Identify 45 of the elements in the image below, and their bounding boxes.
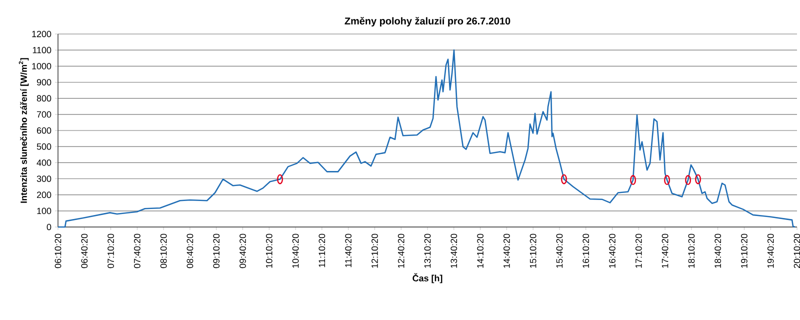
x-tick-label: 10:40:20 <box>292 234 299 268</box>
x-tick-label: 18:40:20 <box>714 234 722 268</box>
y-tick-label: 100 <box>37 208 52 214</box>
x-tick-label: 07:10:20 <box>108 234 114 268</box>
x-tick-label: 12:10:20 <box>372 234 378 268</box>
x-tick-label: 07:40:20 <box>134 234 140 268</box>
y-tick-label: 900 <box>36 79 52 86</box>
x-axis-title: Čas [h] <box>412 273 442 284</box>
y-tick-label: 1200 <box>32 30 52 38</box>
y-axis-title: Intenzita slunečního záření [W/m$^{2}$] <box>18 58 29 203</box>
y-tick-label: 200 <box>36 192 52 198</box>
x-tick-label: 13:40:20 <box>450 234 458 268</box>
x-tick-label: 06:10:20 <box>54 234 62 268</box>
x-tick-label: 13:10:20 <box>424 234 431 268</box>
x-tick-label: 08:10:20 <box>160 234 167 268</box>
x-tick-label: 17:40:20 <box>662 234 668 268</box>
x-tick-label: 09:40:20 <box>240 234 246 268</box>
y-tick-label: 0 <box>46 224 52 230</box>
x-tick-label: 16:10:20 <box>582 234 590 268</box>
y-tick-label: 400 <box>36 159 52 166</box>
y-tick-label: 1000 <box>32 62 52 70</box>
y-tick-label: 700 <box>36 111 52 118</box>
x-tick-label: 15:40:20 <box>556 234 563 268</box>
x-tick-label: 10:10:20 <box>266 234 272 268</box>
x-tick-label: 15:10:20 <box>530 234 536 268</box>
chart-title: Změny polohy žaluzií pro 26.7.2010 <box>344 16 510 26</box>
y-tick-label: 800 <box>36 95 52 102</box>
x-tick-label: 12:40:20 <box>398 234 404 268</box>
x-tick-label: 20:10:20 <box>794 234 800 268</box>
y-tick-label: 500 <box>36 143 52 150</box>
x-tick-label: 17:10:20 <box>635 234 642 268</box>
x-tick-label: 11:10:20 <box>318 234 326 268</box>
x-tick-label: 19:40:20 <box>767 234 774 268</box>
x-tick-label: 16:40:20 <box>609 234 616 268</box>
x-tick-label: 18:10:20 <box>688 234 695 268</box>
x-tick-label: 14:10:20 <box>477 234 484 268</box>
x-tick-label: 06:40:20 <box>81 234 88 268</box>
x-tick-label: 14:40:20 <box>504 234 510 268</box>
x-tick-label: 09:10:20 <box>213 234 220 268</box>
y-tick-label: 300 <box>36 176 52 182</box>
y-tick-label: 1100 <box>32 46 52 54</box>
y-tick-label: 600 <box>36 127 52 134</box>
x-tick-label: 19:10:20 <box>741 234 748 268</box>
x-tick-label: 11:40:20 <box>345 234 352 268</box>
x-tick-label: 08:40:20 <box>186 234 194 268</box>
